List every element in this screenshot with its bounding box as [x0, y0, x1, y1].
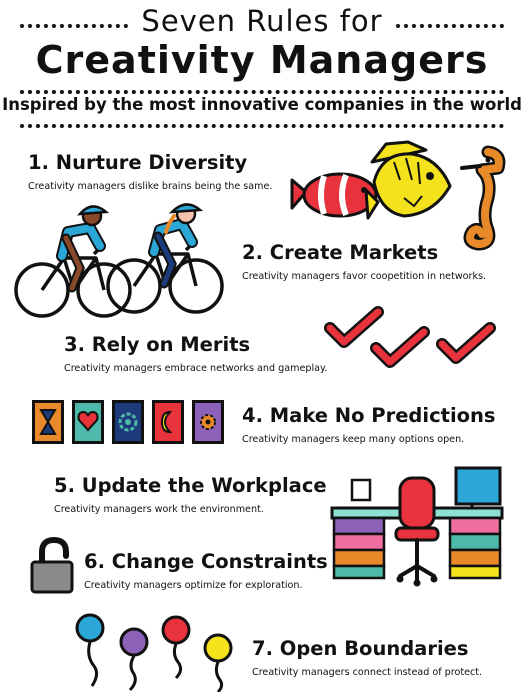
rule-4-description: Creativity managers keep many options op…	[242, 434, 465, 445]
rule-5-description: Creativity managers work the environment…	[54, 504, 264, 515]
header-dots-left	[20, 24, 128, 28]
subtitle-dots-bottom	[20, 124, 504, 128]
rule-2-title: 2. Create Markets	[242, 241, 439, 264]
checkmark-icon	[436, 322, 496, 364]
rule-6-title: 6. Change Constraints	[84, 550, 328, 573]
cyclists-icon	[14, 203, 224, 318]
rule-3-title: 3. Rely on Merits	[64, 333, 251, 356]
rule-1-description: Creativity managers dislike brains being…	[28, 181, 273, 192]
rule-7-description: Creativity managers connect instead of p…	[252, 667, 483, 678]
page-title: Creativity Managers	[35, 38, 489, 82]
rule-3-description: Creativity managers embrace networks and…	[64, 363, 328, 374]
gear-card-icon	[192, 400, 224, 444]
page-subtitle: Inspired by the most innovative companie…	[2, 95, 522, 114]
hourglass-card-icon	[32, 400, 64, 444]
rule-2-description: Creativity managers favor coopetition in…	[242, 271, 487, 282]
rule-6-description: Creativity managers optimize for explora…	[84, 580, 303, 591]
heart-card-icon	[72, 400, 104, 444]
rule-7-title: 7. Open Boundaries	[252, 637, 469, 660]
clownfish-icon	[290, 172, 378, 218]
header-dots-right	[396, 24, 504, 28]
moon-card-icon	[152, 400, 184, 444]
balloons-icon	[75, 613, 233, 692]
rule-1-title: 1. Nurture Diversity	[28, 151, 248, 174]
flower-card-icon	[112, 400, 144, 444]
yellow-fish-icon	[364, 140, 452, 220]
open-padlock-icon	[30, 536, 74, 594]
desk-icon	[330, 466, 504, 587]
seahorse-icon	[460, 145, 506, 251]
checkmark-icon	[370, 326, 430, 368]
checkmark-icon	[324, 306, 384, 348]
rule-5-title: 5. Update the Workplace	[54, 474, 327, 497]
rule-4-title: 4. Make No Predictions	[242, 404, 496, 427]
title-dots-bottom	[20, 90, 504, 94]
title-line-1: Seven Rules for	[141, 4, 383, 38]
